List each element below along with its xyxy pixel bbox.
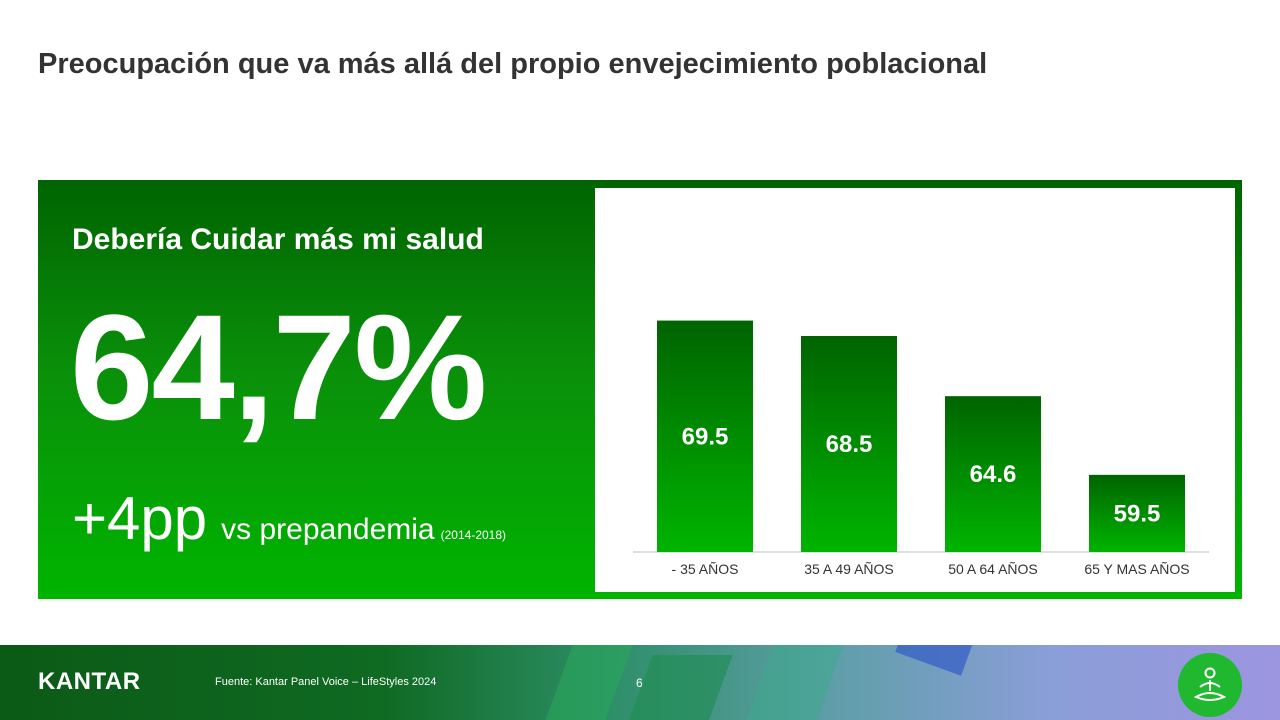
category-label: 65 Y MAS AÑOS xyxy=(1084,561,1189,577)
category-label: - 35 AÑOS xyxy=(672,561,739,577)
panel-heading: Debería Cuidar más mi salud xyxy=(72,223,484,256)
bar-chart-svg: 69.5 - 35 AÑOS 68.5 35 A 49 AÑOS 64.6 50 A 64… xyxy=(633,320,1209,577)
category-label: 50 A 64 AÑOS xyxy=(948,561,1038,577)
bar-chart: 69.5 - 35 AÑOS 68.5 35 A 49 AÑOS 64.6 50 A 64… xyxy=(595,188,1235,592)
bar-value-label: 68.5 xyxy=(826,431,873,458)
footer-decoration xyxy=(744,645,846,720)
bar xyxy=(1089,474,1185,552)
bar-value-label: 59.5 xyxy=(1114,500,1161,527)
footer-decoration xyxy=(627,655,733,720)
delta-row: +4pp vs prepandemia (2014-2018) xyxy=(72,484,506,554)
delta-period: (2014-2018) xyxy=(440,528,507,542)
bar xyxy=(657,320,753,552)
meditation-person-icon xyxy=(1178,653,1242,717)
slide-title: Preocupación que va más allá del propio … xyxy=(38,48,988,80)
bar-value-label: 64.6 xyxy=(970,461,1017,488)
page-number: 6 xyxy=(636,676,643,690)
bar-value-label: 69.5 xyxy=(682,423,729,450)
delta-text: vs prepandemia xyxy=(221,513,435,546)
footer-decoration xyxy=(895,645,975,676)
delta-value: +4pp xyxy=(72,485,208,552)
stat-panel: Debería Cuidar más mi salud 64,7% +4pp vs… xyxy=(38,180,1242,599)
big-stat-value: 64,7% xyxy=(70,283,487,451)
category-label: 35 A 49 AÑOS xyxy=(804,561,894,577)
footer: KANTAR Fuente: Kantar Panel Voice – Life… xyxy=(0,645,1280,720)
kantar-logo: KANTAR xyxy=(38,668,141,695)
bar xyxy=(801,336,897,552)
bar xyxy=(945,396,1041,552)
source-note: Fuente: Kantar Panel Voice – LifeStyles … xyxy=(215,676,437,688)
footer-decoration xyxy=(543,645,637,720)
